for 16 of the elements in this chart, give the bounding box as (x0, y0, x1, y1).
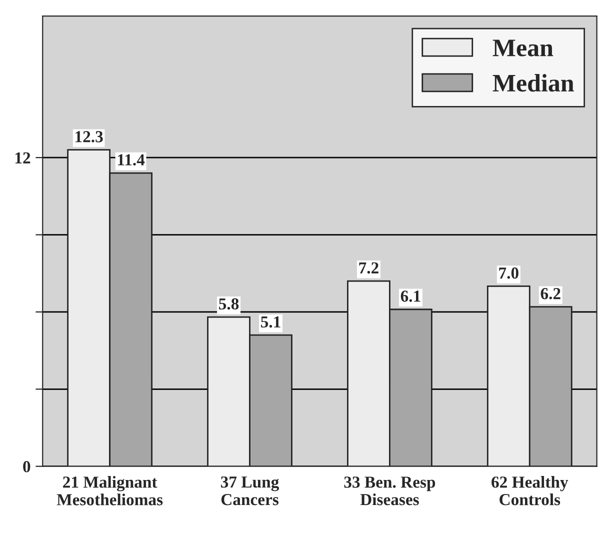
x-tick-label: 21 Malignant Mesotheliomas (56, 476, 163, 506)
y-tick-label: 0 (23, 461, 30, 472)
data-label: 11.4 (118, 154, 145, 166)
data-label: 7.0 (499, 267, 518, 279)
data-label: 12.3 (76, 131, 103, 142)
data-label: 6.2 (540, 288, 560, 300)
data-label: 6.1 (400, 290, 420, 302)
data-label: 7.2 (359, 262, 378, 274)
data-label: 5.8 (219, 298, 239, 310)
x-tick-label: 33 Ben. Resp Diseases (344, 476, 436, 506)
legend-label: Mean (492, 40, 554, 56)
data-label: 5.1 (260, 316, 280, 328)
x-tick-label: 62 Healthy Controls (492, 476, 568, 506)
x-tick-label: 37 Lung Cancers (220, 476, 279, 506)
legend-label: Median (492, 74, 574, 92)
y-tick-label: 12 (15, 152, 30, 164)
